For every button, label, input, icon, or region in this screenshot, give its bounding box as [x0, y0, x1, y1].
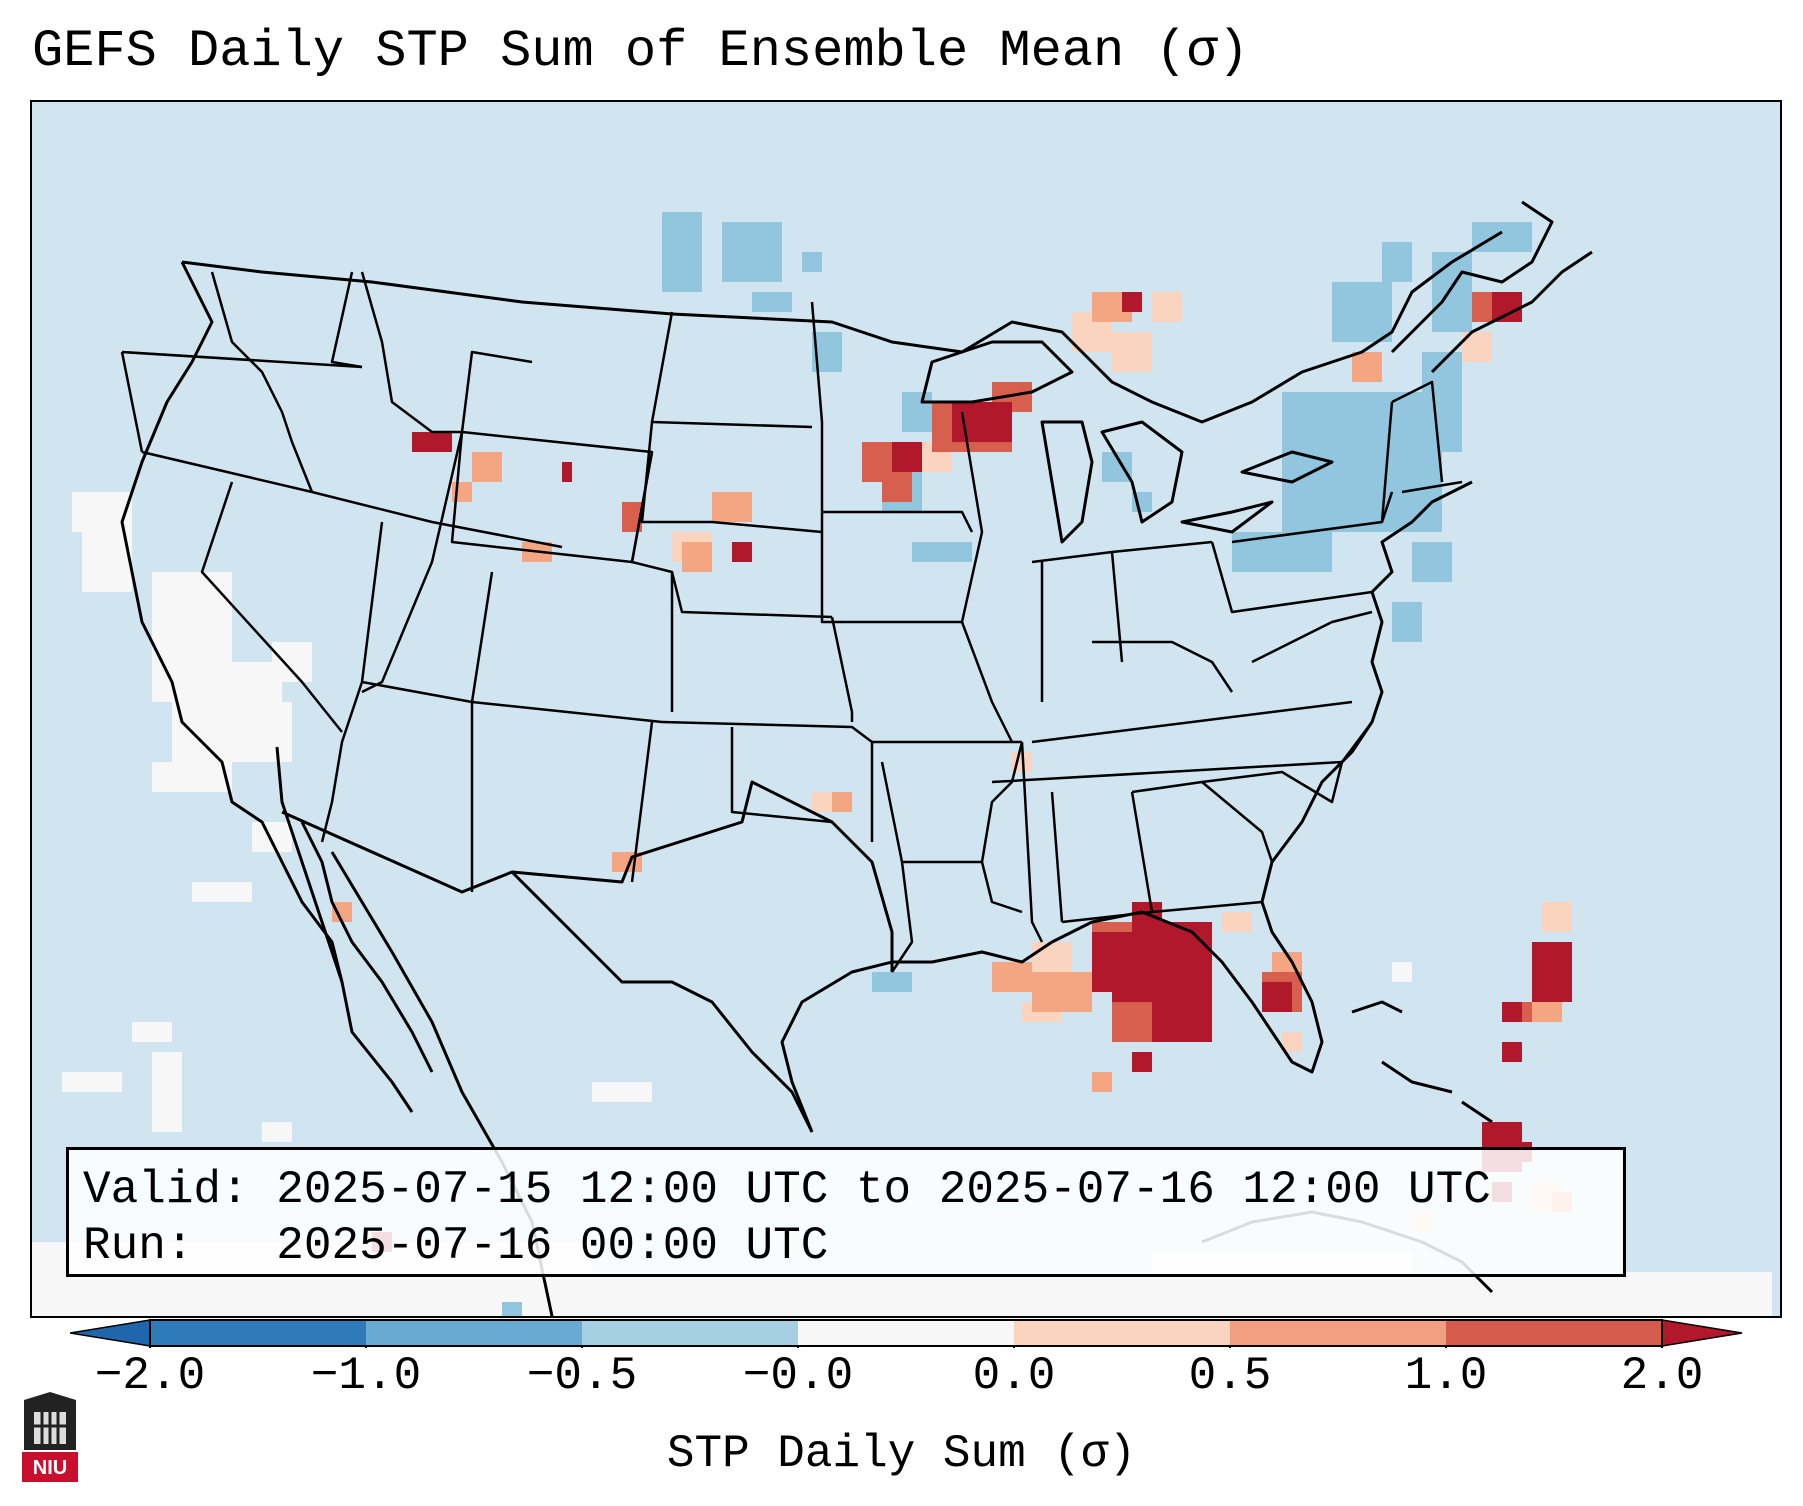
run-label: Run: [83, 1220, 194, 1272]
map-panel [30, 100, 1782, 1318]
valid-time-range: 2025-07-15 12:00 UTC to 2025-07-16 12:00… [276, 1164, 1491, 1216]
colorbar-segment-5 [1014, 1320, 1230, 1346]
negative-cells [502, 212, 1532, 1316]
colorbar-segment-3 [582, 1320, 798, 1346]
valid-run-info-box: Valid: 2025-07-15 12:00 UTC to 2025-07-1… [66, 1147, 1626, 1277]
tick-label: −2.0 [94, 1350, 206, 1402]
colorbar-segment-2 [366, 1320, 582, 1346]
colorbar [70, 1319, 1743, 1348]
colorbar-segment-7 [1446, 1320, 1662, 1346]
run-time: 2025-07-16 00:00 UTC [276, 1220, 829, 1272]
colorbar-segment-1 [150, 1320, 366, 1346]
colorbar-title: STP Daily Sum (σ) [666, 1428, 1137, 1480]
colorbar-segment-4 [798, 1320, 1014, 1346]
niu-logo: NIU [22, 1392, 78, 1482]
tick-label: 1.0 [1404, 1350, 1488, 1402]
logo-text: NIU [33, 1457, 67, 1479]
page-title: GEFS Daily STP Sum of Ensemble Mean (σ) [32, 22, 1249, 81]
valid-label: Valid: [83, 1164, 249, 1216]
colorbar-tick-marks [149, 1346, 1663, 1348]
tick-label: −0.5 [526, 1350, 638, 1402]
us-map [32, 200, 1772, 1316]
state-borders [120, 271, 1463, 973]
medium-positive-cells [332, 292, 1572, 1212]
tick-label: −1.0 [310, 1350, 422, 1402]
tick-label: 0.0 [972, 1350, 1056, 1402]
colorbar-under-arrow [70, 1319, 151, 1347]
tick-label: 0.5 [1188, 1350, 1272, 1402]
colorbar-segment-6 [1230, 1320, 1446, 1346]
colorbar-tick-labels: −2.0 −1.0 −0.5 −0.0 0.0 0.5 1.0 2.0 [0, 1350, 1803, 1410]
tick-label: 2.0 [1620, 1350, 1704, 1402]
tick-label: −0.0 [742, 1350, 854, 1402]
colorbar-over-arrow [1661, 1319, 1743, 1347]
